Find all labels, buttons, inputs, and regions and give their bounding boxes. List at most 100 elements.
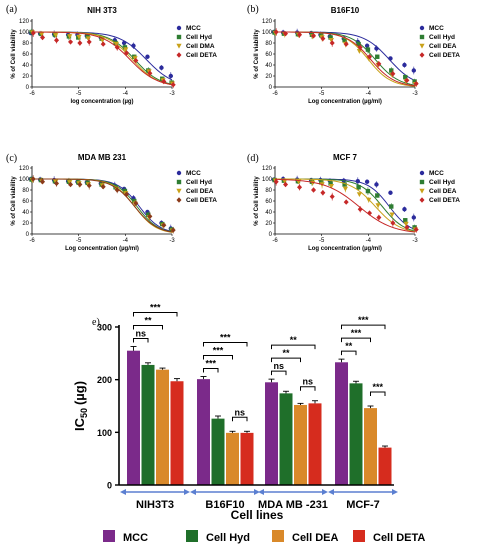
legend-swatch <box>272 530 284 542</box>
data-point <box>412 79 417 84</box>
significance-label: ** <box>345 341 353 351</box>
x-tick-label: -6 <box>272 238 278 244</box>
x-tick-label: -4 <box>366 91 372 97</box>
bar-group-b16f10: B16F10 <box>190 376 260 511</box>
series-cell-deta <box>30 175 176 234</box>
bracket-line <box>341 324 386 330</box>
data-point <box>67 34 73 39</box>
data-point <box>366 197 372 203</box>
legend-entry: Cell Hyd <box>176 34 212 41</box>
data-point <box>161 222 167 228</box>
bracket-line <box>370 391 386 396</box>
bracket-line <box>203 342 248 347</box>
legend-marker <box>176 188 182 194</box>
data-point <box>390 71 396 77</box>
y-tick-label: 40 <box>22 63 29 69</box>
series-cell-deta <box>273 28 419 87</box>
y-tick-label: 0 <box>107 481 112 491</box>
data-point <box>77 40 83 46</box>
bar <box>226 432 239 485</box>
data-point <box>355 179 360 184</box>
legend-marker <box>176 170 182 176</box>
legend-label: Cell DEA <box>429 188 457 195</box>
bracket-line <box>203 355 233 360</box>
legend-label: Cell DMA <box>186 43 215 50</box>
data-point <box>343 41 349 47</box>
y-tick-label: 200 <box>97 375 112 385</box>
legend-marker <box>176 179 182 185</box>
data-point <box>402 62 407 68</box>
y-axis-label-subscript: 50 <box>79 408 89 418</box>
bar <box>378 447 392 485</box>
data-point <box>404 224 410 231</box>
significance-label: ns <box>273 361 284 371</box>
y-tick-label: 0 <box>269 232 273 238</box>
panel-letter: e) <box>92 317 100 328</box>
data-point <box>132 198 137 204</box>
data-point <box>100 41 106 47</box>
data-point <box>389 212 395 218</box>
legend-entry: Cell Hyd <box>419 179 455 186</box>
x-tick-label: -5 <box>319 238 325 244</box>
bracket-line <box>133 311 178 317</box>
data-point <box>413 226 419 233</box>
y-tick-label: 0 <box>26 85 30 91</box>
bar-group-mcf-7: MCF-7 <box>328 358 398 511</box>
data-point <box>114 44 120 51</box>
data-point <box>68 39 74 45</box>
y-axis-label-unit: (µg) <box>72 381 87 405</box>
legend-entry: Cell DEA <box>272 530 339 544</box>
legend-marker <box>419 43 425 49</box>
y-tick-label: 40 <box>22 210 29 216</box>
x-tick-label: -3 <box>412 91 418 97</box>
bar <box>240 432 254 485</box>
data-point <box>365 188 371 194</box>
fit-curve <box>31 31 173 86</box>
data-point <box>365 47 371 52</box>
data-point <box>357 206 363 212</box>
data-point <box>367 210 373 216</box>
data-point <box>411 68 416 73</box>
legend-label: Cell DETA <box>186 197 217 204</box>
legend-entry: Cell DEA <box>419 188 457 195</box>
data-point <box>329 40 335 46</box>
significance-bracket: *** <box>341 328 371 343</box>
legend-label: Cell DEA <box>429 43 457 50</box>
data-point <box>273 179 279 185</box>
x-axis-label: Cell lines <box>231 508 284 522</box>
legend-label: Cell Hyd <box>186 179 212 186</box>
data-point <box>168 73 173 79</box>
x-tick-label: -4 <box>123 238 129 244</box>
data-point <box>403 218 408 223</box>
data-point <box>320 35 326 42</box>
bar <box>197 379 210 485</box>
data-point <box>388 190 393 195</box>
y-tick-label: 120 <box>262 166 273 172</box>
data-point <box>413 81 419 87</box>
bracket-line <box>232 416 248 422</box>
legend-entry: Cell DMA <box>176 43 215 50</box>
legend-swatch <box>353 530 365 542</box>
data-point <box>170 227 176 233</box>
data-point <box>124 191 130 198</box>
y-tick-label: 20 <box>265 221 272 227</box>
y-tick-label: 120 <box>19 19 30 25</box>
bar-group-nih3t3: NIH3T3 <box>120 346 190 511</box>
data-point <box>30 30 36 36</box>
bar <box>364 408 377 485</box>
data-point <box>375 54 380 59</box>
data-point <box>356 49 362 54</box>
data-point <box>146 212 151 217</box>
y-tick-label: 80 <box>265 188 272 194</box>
legend-label: Cell Hyd <box>429 34 455 41</box>
legend-entry: Cell DETA <box>176 52 217 59</box>
data-point <box>53 33 59 38</box>
data-point <box>311 187 317 193</box>
bar <box>141 364 155 485</box>
panel-letter: (c) <box>6 153 17 164</box>
bracket-line <box>133 324 163 330</box>
data-point <box>328 181 333 186</box>
significance-bracket: ns <box>271 361 287 376</box>
y-axis-label: IC50 (µg) <box>72 381 89 431</box>
data-point <box>329 193 335 200</box>
